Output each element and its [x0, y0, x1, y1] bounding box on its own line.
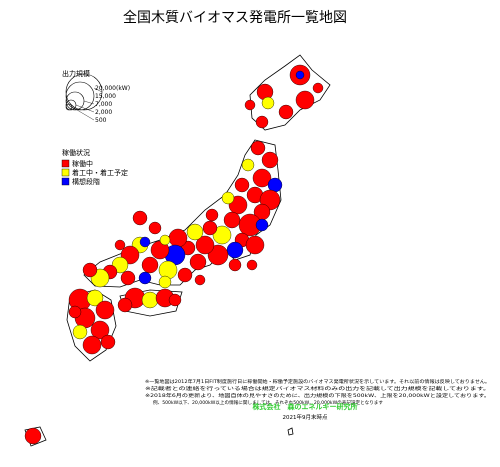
plant-marker [295, 90, 315, 110]
note: ※2018年6月の更新より、地図自体の見やすさのために、出力規模の下限を500k… [145, 392, 490, 399]
plant-marker [24, 427, 42, 445]
plant-marker [82, 262, 98, 278]
plant-marker [226, 241, 244, 259]
plant-marker [255, 218, 269, 232]
plant-marker [90, 320, 110, 340]
plant-marker [120, 270, 136, 286]
status-swatch [61, 159, 70, 168]
plant-marker [177, 267, 193, 283]
plant-marker [212, 225, 232, 245]
status-label: 着工中・着工予定 [72, 168, 128, 177]
plant-marker [159, 234, 171, 246]
plant-marker [114, 239, 126, 251]
size-legend-title: 出力規模 [62, 69, 90, 78]
plant-marker [202, 220, 218, 236]
plant-marker [68, 305, 82, 319]
plant-marker [195, 235, 215, 255]
map-title: 全国木質バイオマス発電所一覧地図 [123, 9, 347, 26]
status-swatch [61, 177, 70, 186]
plant-marker [189, 253, 207, 271]
plant-marker [241, 158, 255, 172]
plant-marker [252, 168, 272, 188]
plant-marker [158, 260, 178, 280]
plant-marker [295, 70, 305, 80]
status-legend-title: 稼働状況 [62, 148, 90, 157]
plant-marker [117, 297, 133, 313]
plant-marker [186, 223, 204, 241]
plant-marker [132, 210, 148, 226]
plant-marker [138, 271, 152, 285]
size-legend-label: 20,000(kW) [95, 85, 130, 92]
plant-marker [141, 256, 159, 274]
plant-marker [244, 99, 256, 111]
plant-marker [234, 177, 250, 193]
note: ※一覧地図は2012年7月1日FIT制度施行日に稼働開始・稼働予定施設のバイオマ… [145, 378, 490, 385]
size-legend-label: 2,000 [95, 109, 112, 116]
note: ※記載者との連絡を行っている場合は規定バイオマス材料のみの出力を記載して出力規模… [145, 385, 490, 392]
plant-marker [139, 236, 151, 248]
plant-marker [228, 258, 242, 272]
plant-marker [255, 115, 269, 129]
plant-marker [205, 208, 219, 222]
size-legend-circle [65, 81, 95, 111]
plant-markers [24, 64, 324, 445]
plant-marker [72, 324, 88, 340]
plant-marker [168, 228, 188, 248]
plant-marker [223, 211, 241, 229]
size-legend-label: 15,000 [95, 93, 116, 100]
size-legend-label: 500 [95, 117, 107, 124]
plant-marker [261, 151, 279, 169]
plant-marker [312, 82, 324, 94]
status-label: 構想段階 [72, 177, 100, 186]
plant-marker [194, 274, 206, 286]
size-legend-leader [71, 106, 95, 121]
status-label: 稼働中 [72, 159, 93, 168]
date: 2021年9月末時点 [283, 413, 328, 421]
plant-marker [250, 140, 266, 156]
plant-marker [221, 191, 235, 205]
plant-marker [207, 244, 229, 266]
size-legend-leader [75, 104, 95, 113]
plant-marker [245, 235, 265, 255]
notes: ※一覧地図は2012年7月1日FIT制度施行日に稼働開始・稼働予定施設のバイオマ… [145, 378, 490, 406]
size-legend-label: 7,000 [95, 101, 112, 108]
status-swatch [61, 168, 70, 177]
plant-marker [261, 96, 275, 110]
plant-marker [246, 259, 258, 271]
plant-marker [95, 300, 115, 320]
plant-marker [100, 334, 116, 350]
note: 例、500kW以下、20,000kW以上の情報に関しましては、それぞれ500kW… [153, 399, 383, 406]
plant-marker [86, 289, 104, 307]
plant-marker [82, 335, 102, 355]
plant-marker [158, 275, 172, 289]
size-legend-leader [93, 87, 103, 93]
size-legend-leader [83, 100, 95, 105]
plant-marker [141, 291, 159, 309]
plant-marker [278, 104, 294, 120]
plant-marker [168, 293, 182, 307]
plant-marker [148, 221, 162, 235]
company: 株式会社 森のエネルギー研究所 [253, 402, 358, 411]
